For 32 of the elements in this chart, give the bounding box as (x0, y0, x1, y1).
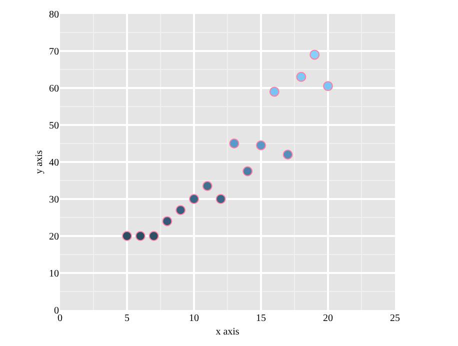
point (229, 138, 240, 148)
x-axis-title: x axis (216, 326, 240, 338)
point (122, 231, 132, 241)
point (189, 194, 199, 204)
point (269, 86, 280, 97)
y-tick-label: 0 (54, 306, 59, 316)
y-tick-label: 70 (49, 46, 59, 58)
point (148, 231, 159, 241)
point (135, 231, 146, 241)
y-axis-title: y axis (34, 150, 45, 174)
x-tick-label: 20 (323, 313, 333, 324)
y-tick-label: 60 (49, 84, 59, 94)
point (202, 181, 212, 192)
x-tick-label: 15 (256, 313, 266, 324)
y-tick-label: 30 (49, 194, 59, 206)
point (242, 166, 253, 176)
point (216, 194, 226, 204)
y-tick-label: 10 (49, 268, 59, 280)
y-tick-label: 50 (49, 120, 59, 132)
point (256, 140, 266, 150)
y-tick-label: 20 (49, 232, 59, 242)
x-tick-label: 5 (124, 313, 130, 324)
point (282, 150, 293, 160)
x-tick-label: 25 (390, 313, 400, 324)
point (323, 81, 333, 92)
x-tick-label: 10 (189, 313, 199, 324)
point (310, 50, 320, 60)
point (176, 205, 186, 216)
y-tick-label: 40 (49, 158, 59, 168)
point (162, 216, 172, 226)
point (296, 72, 306, 82)
y-tick-label: 80 (49, 10, 59, 20)
